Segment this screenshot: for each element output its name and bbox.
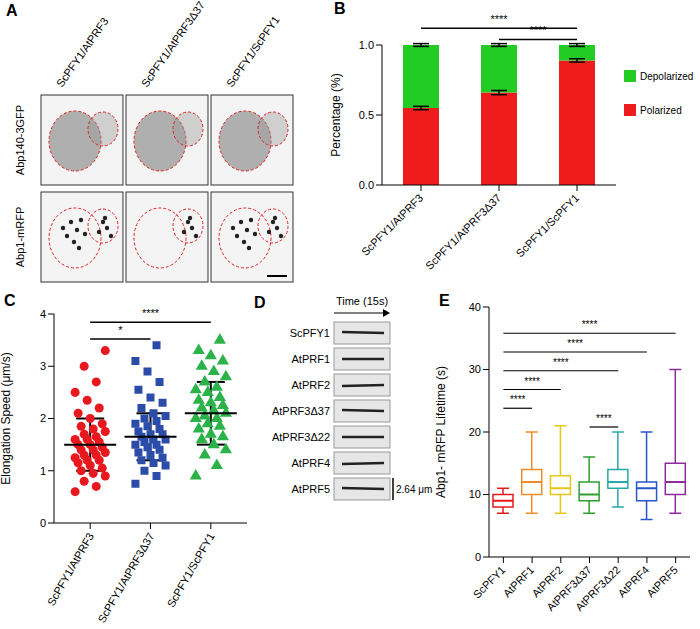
svg-text:AtPRF2: AtPRF2 (291, 379, 330, 391)
svg-text:ScPFY1/ScPFY1: ScPFY1/ScPFY1 (164, 531, 216, 610)
svg-text:1: 1 (40, 465, 46, 477)
html-text:B: B (334, 0, 346, 17)
svg-text:****: **** (510, 394, 526, 405)
svg-text:3: 3 (40, 360, 46, 372)
svg-text:0.0: 0.0 (359, 179, 374, 191)
svg-text:2: 2 (40, 412, 46, 424)
svg-text:AtPRF3Δ22: AtPRF3Δ22 (573, 564, 623, 614)
svg-text:*: * (118, 324, 123, 336)
svg-text:ScPFY1/AtPRF3: ScPFY1/AtPRF3 (54, 15, 111, 89)
svg-text:AtPRF3Δ37: AtPRF3Δ37 (272, 405, 330, 417)
svg-text:****: **** (596, 413, 612, 424)
svg-text:AtPRF3Δ37: AtPRF3Δ37 (544, 563, 594, 614)
svg-text:A: A (6, 2, 18, 19)
svg-text:Percentage (%): Percentage (%) (330, 73, 343, 156)
svg-text:****: **** (553, 357, 569, 368)
svg-text:10: 10 (469, 488, 481, 500)
svg-text:AtPRF1: AtPRF1 (291, 353, 330, 365)
svg-text:2.64 μm: 2.64 μm (396, 484, 432, 495)
svg-text:AtPRF5: AtPRF5 (644, 564, 680, 600)
svg-text:ScPFY1/AtPRF3: ScPFY1/AtPRF3 (45, 531, 96, 608)
html-text:E: E (439, 292, 450, 309)
svg-text:ScPFY1/AtPRF3: ScPFY1/AtPRF3 (359, 192, 425, 258)
svg-text:****: **** (490, 13, 508, 25)
svg-text:D: D (254, 294, 266, 311)
svg-text:Abp1- mRFP Lifetime (s): Abp1- mRFP Lifetime (s) (435, 366, 448, 498)
svg-text:40: 40 (469, 301, 481, 313)
svg-text:ScPFY1: ScPFY1 (290, 327, 330, 339)
svg-text:AtPRF4: AtPRF4 (291, 457, 330, 469)
svg-text:****: **** (582, 319, 598, 330)
svg-text:AtPRF2: AtPRF2 (529, 563, 565, 600)
svg-text:4: 4 (40, 308, 46, 320)
svg-text:Time (15s): Time (15s) (336, 295, 388, 307)
svg-text:20: 20 (469, 426, 481, 438)
svg-text:AtPRF5: AtPRF5 (291, 483, 330, 495)
svg-text:30: 30 (469, 363, 481, 375)
svg-text:AtPRF3Δ22: AtPRF3Δ22 (272, 431, 330, 443)
svg-text:ScPFY1/ScPFY1: ScPFY1/ScPFY1 (224, 14, 282, 89)
svg-text:****: **** (524, 376, 540, 387)
html-text:Polarized: Polarized (640, 104, 682, 116)
svg-text:ScPFY1: ScPFY1 (471, 564, 508, 601)
svg-text:ScPFY1/AtPRF3Δ37: ScPFY1/AtPRF3Δ37 (423, 192, 503, 272)
svg-text:Abp140-3GFP: Abp140-3GFP (14, 105, 26, 175)
svg-text:****: **** (142, 307, 160, 319)
svg-text:****: **** (529, 24, 547, 36)
svg-text:Elongation Speed (μm/s): Elongation Speed (μm/s) (0, 352, 13, 484)
svg-text:1.0: 1.0 (359, 39, 374, 51)
html-text:C: C (4, 292, 16, 309)
svg-text:ScPFY1/ScPFY1: ScPFY1/ScPFY1 (514, 192, 582, 260)
svg-text:AtPRF4: AtPRF4 (615, 564, 651, 600)
svg-text:ScPFY1/AtPRF3Δ37: ScPFY1/AtPRF3Δ37 (139, 0, 207, 89)
html-text:Depolarized: Depolarized (640, 70, 694, 82)
svg-text:****: **** (567, 338, 583, 349)
svg-text:0: 0 (40, 517, 46, 529)
svg-text:ScPFY1/AtPRF3Δ37: ScPFY1/AtPRF3Δ37 (95, 531, 156, 625)
svg-text:0.5: 0.5 (359, 109, 374, 121)
svg-text:AtPRF1: AtPRF1 (501, 564, 537, 600)
svg-text:Abp1-mRFP: Abp1-mRFP (14, 207, 26, 268)
svg-text:0: 0 (475, 551, 481, 563)
